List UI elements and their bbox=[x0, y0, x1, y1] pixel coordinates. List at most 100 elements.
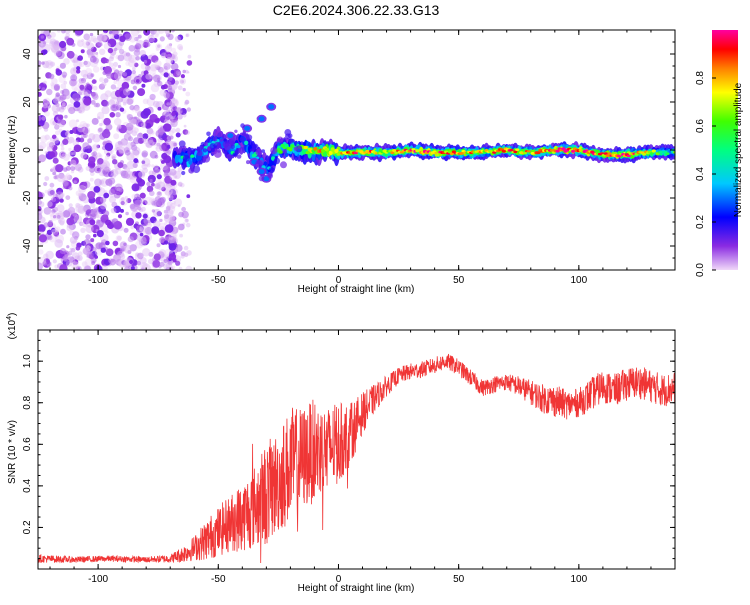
signal-mark bbox=[501, 149, 506, 153]
noise-dot bbox=[106, 152, 111, 157]
noise-dot bbox=[40, 135, 48, 143]
noise-dot bbox=[117, 162, 124, 169]
noise-dot bbox=[126, 114, 133, 121]
noise-dot bbox=[77, 55, 83, 61]
signal-mark bbox=[219, 138, 224, 142]
signal-mark bbox=[328, 150, 333, 156]
noise-dot bbox=[124, 266, 130, 270]
noise-dot bbox=[115, 112, 121, 118]
x-tick-label: 50 bbox=[453, 574, 465, 585]
noise-dot bbox=[83, 217, 90, 225]
noise-dot bbox=[96, 161, 101, 166]
noise-dot bbox=[172, 142, 177, 147]
noise-dot bbox=[137, 34, 142, 39]
signal-mark bbox=[246, 160, 250, 165]
noise-dot bbox=[153, 220, 161, 228]
noise-dot bbox=[54, 232, 59, 238]
noise-dot bbox=[91, 117, 99, 125]
noise-dot bbox=[46, 103, 51, 109]
noise-dot bbox=[45, 60, 54, 69]
noise-dot bbox=[59, 40, 67, 49]
noise-dot bbox=[94, 255, 98, 259]
noise-dot bbox=[42, 99, 48, 104]
noise-dot bbox=[75, 204, 85, 213]
noise-dot bbox=[103, 100, 110, 107]
noise-dot bbox=[184, 69, 189, 74]
noise-dot bbox=[68, 147, 72, 152]
noise-dot bbox=[167, 85, 173, 91]
noise-dot bbox=[142, 167, 149, 174]
noise-dot bbox=[167, 194, 174, 201]
noise-dot bbox=[151, 164, 155, 168]
noise-dot bbox=[65, 260, 72, 267]
noise-dot bbox=[120, 200, 125, 206]
signal-mark bbox=[250, 148, 254, 152]
noise-dot bbox=[116, 235, 122, 241]
noise-dot bbox=[159, 89, 167, 97]
noise-dot bbox=[99, 48, 106, 55]
noise-dot bbox=[164, 45, 172, 53]
noise-dot bbox=[137, 252, 144, 260]
noise-dot bbox=[113, 61, 119, 67]
noise-dot bbox=[43, 207, 52, 215]
noise-dot bbox=[184, 218, 189, 223]
noise-dot bbox=[79, 88, 85, 94]
noise-dot bbox=[59, 248, 66, 255]
noise-dot bbox=[77, 40, 84, 47]
noise-dot bbox=[117, 70, 124, 77]
noise-dot bbox=[177, 223, 185, 231]
noise-dot bbox=[155, 179, 162, 186]
signal-mark bbox=[290, 144, 295, 149]
signal-mark bbox=[607, 152, 612, 155]
noise-dot bbox=[139, 232, 144, 237]
noise-dot bbox=[106, 72, 113, 79]
noise-dot bbox=[109, 112, 116, 118]
signal-mark bbox=[285, 133, 291, 140]
noise-dot bbox=[108, 62, 114, 68]
noise-dot bbox=[52, 215, 57, 219]
signal-mark bbox=[232, 152, 237, 157]
noise-dot bbox=[140, 122, 147, 128]
noise-dot bbox=[54, 140, 61, 146]
noise-dot bbox=[108, 99, 116, 106]
noise-dot bbox=[60, 104, 67, 111]
noise-dot bbox=[156, 181, 166, 191]
noise-dot bbox=[163, 213, 170, 219]
noise-dot bbox=[175, 132, 181, 138]
noise-dot bbox=[165, 262, 173, 270]
noise-dot bbox=[105, 230, 109, 234]
noise-dot bbox=[166, 201, 173, 208]
signal-mark bbox=[303, 145, 308, 150]
noise-dot bbox=[179, 77, 187, 85]
spectrogram-panel: -100 -50 0 50 100 -40 -20 0 20 40 Height of stra… bbox=[7, 29, 676, 295]
noise-dot bbox=[143, 59, 148, 64]
colorbar-tick-label: 0.0 bbox=[695, 263, 706, 277]
noise-dot bbox=[181, 206, 187, 212]
noise-dot bbox=[171, 47, 176, 53]
snr-y-ticks: 0.2 0.4 0.6 0.8 1.0 bbox=[22, 329, 675, 560]
noise-dot bbox=[85, 245, 92, 252]
noise-dot bbox=[93, 233, 97, 238]
noise-dot bbox=[157, 106, 162, 111]
signal-mark bbox=[202, 148, 208, 153]
noise-dot bbox=[86, 82, 90, 87]
noise-dot bbox=[139, 49, 146, 57]
noise-dot bbox=[48, 142, 55, 148]
noise-dot bbox=[63, 92, 71, 100]
noise-dot bbox=[117, 64, 122, 69]
y-tick-label: 0.4 bbox=[22, 478, 33, 492]
noise-dot bbox=[49, 182, 55, 188]
noise-dot bbox=[123, 99, 128, 104]
noise-dot bbox=[113, 118, 122, 126]
noise-dot bbox=[66, 37, 75, 46]
noise-dot bbox=[143, 30, 151, 36]
noise-dot bbox=[128, 45, 136, 52]
noise-dot bbox=[83, 248, 91, 255]
noise-dot bbox=[67, 256, 75, 263]
noise-dot bbox=[122, 261, 130, 269]
noise-dot bbox=[135, 108, 141, 114]
noise-dot bbox=[61, 88, 70, 97]
noise-dot bbox=[186, 60, 193, 66]
noise-dot bbox=[91, 261, 96, 265]
noise-dot bbox=[138, 171, 146, 179]
